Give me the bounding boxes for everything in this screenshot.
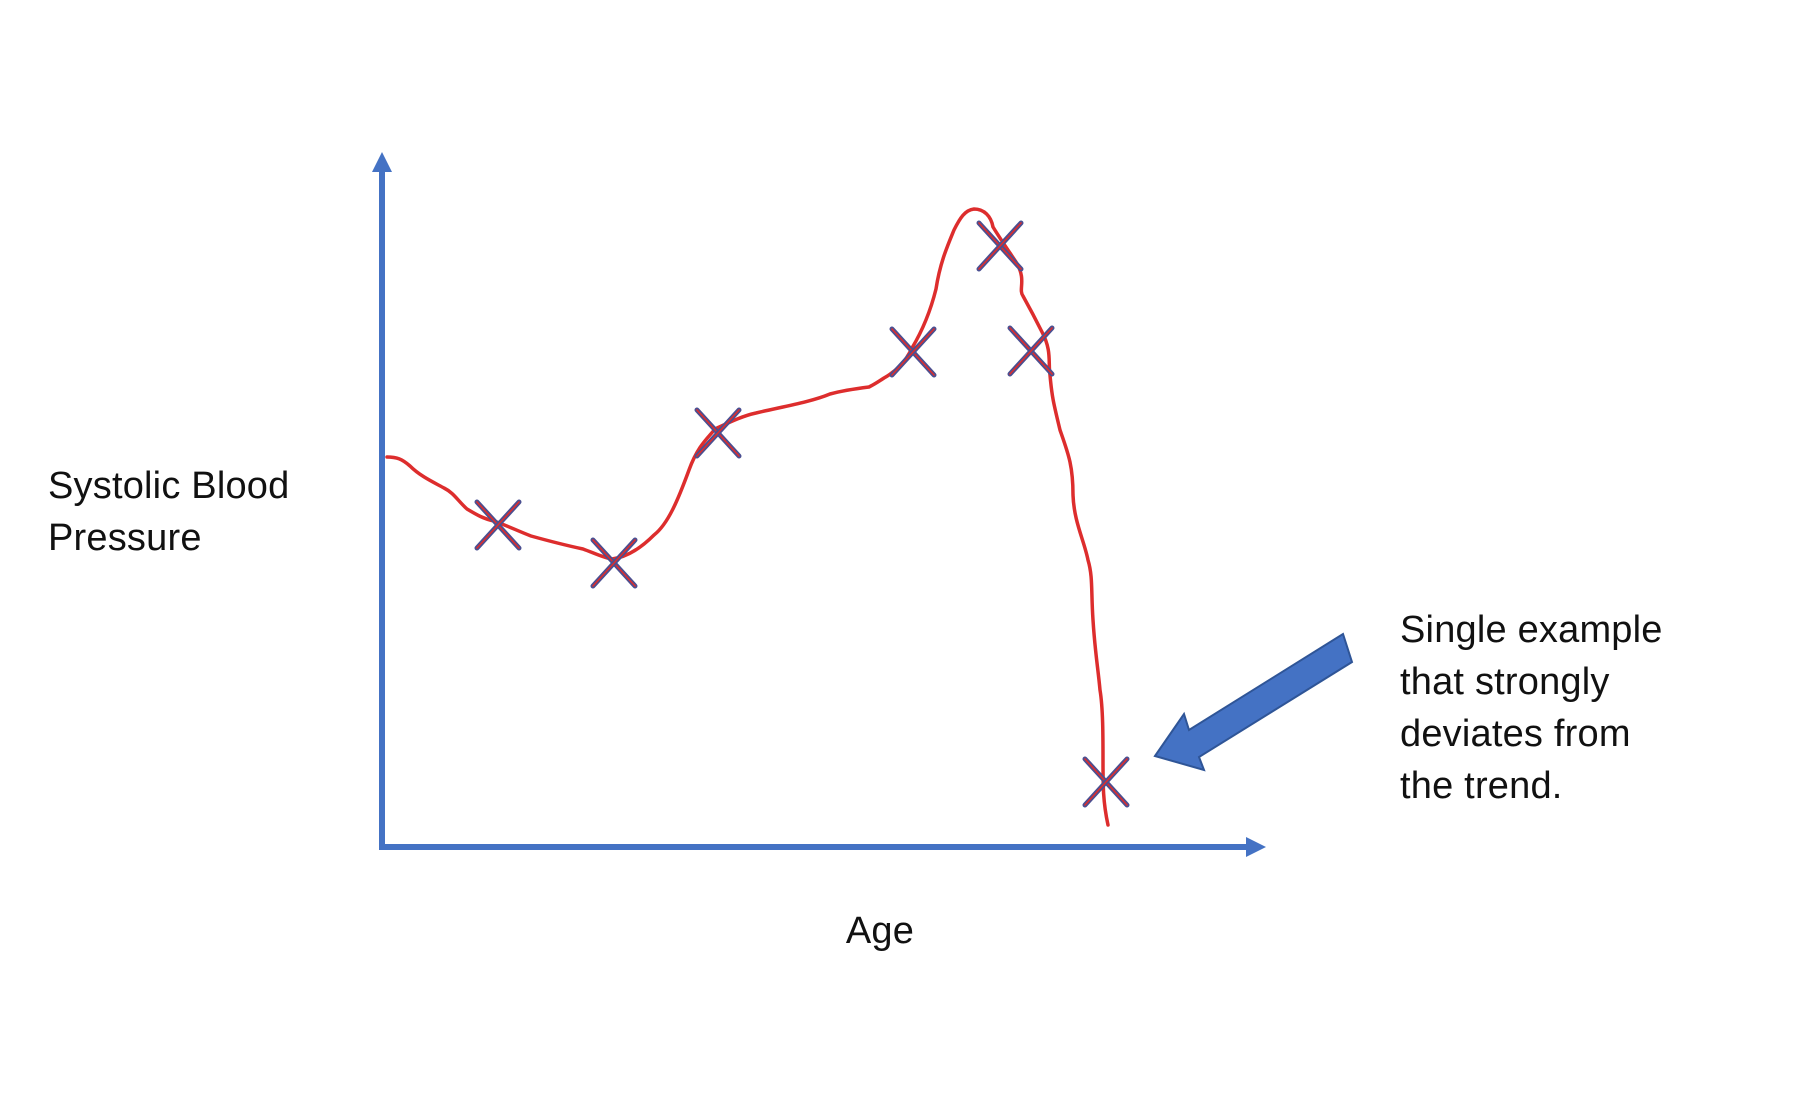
x-axis-label: Age: [845, 910, 915, 952]
y-axis: [372, 152, 392, 847]
trend-line: [385, 207, 1110, 827]
annotation-line-2: that strongly: [1400, 661, 1610, 703]
x-marker-5-center-2: [978, 222, 1022, 270]
x-marker-4: [889, 326, 937, 378]
y-axis-arrowhead: [372, 152, 392, 172]
x-marker-6: [1007, 325, 1055, 377]
x-axis-arrowhead: [1246, 837, 1266, 857]
annotation-line-3: deviates from: [1400, 713, 1631, 755]
outlier-annotation: Single example that strongly deviates fr…: [1400, 604, 1730, 812]
x-axis: [379, 837, 1266, 857]
x-marker-3: [694, 407, 742, 459]
x-marker-2: [590, 537, 638, 589]
data-markers: [474, 220, 1130, 808]
annotation-line-1: Single example: [1400, 609, 1663, 651]
x-marker-6-center-2: [1009, 327, 1053, 375]
x-marker-7: [1082, 756, 1130, 808]
x-marker-4-center-2: [891, 328, 935, 376]
x-marker-3-center-2: [696, 409, 740, 457]
y-axis-label-line-1: Systolic Blood: [48, 465, 290, 507]
y-axis-label: Systolic Blood Pressure: [48, 460, 348, 564]
x-marker-5: [976, 220, 1024, 272]
x-marker-2-center-2: [592, 539, 636, 587]
annotation-line-4: the trend.: [1400, 765, 1563, 807]
x-marker-7-center-2: [1084, 758, 1128, 806]
x-marker-1-center-2: [476, 501, 520, 549]
outlier-arrow: [1153, 632, 1354, 772]
y-axis-label-line-2: Pressure: [48, 517, 202, 559]
x-marker-1: [474, 499, 522, 551]
